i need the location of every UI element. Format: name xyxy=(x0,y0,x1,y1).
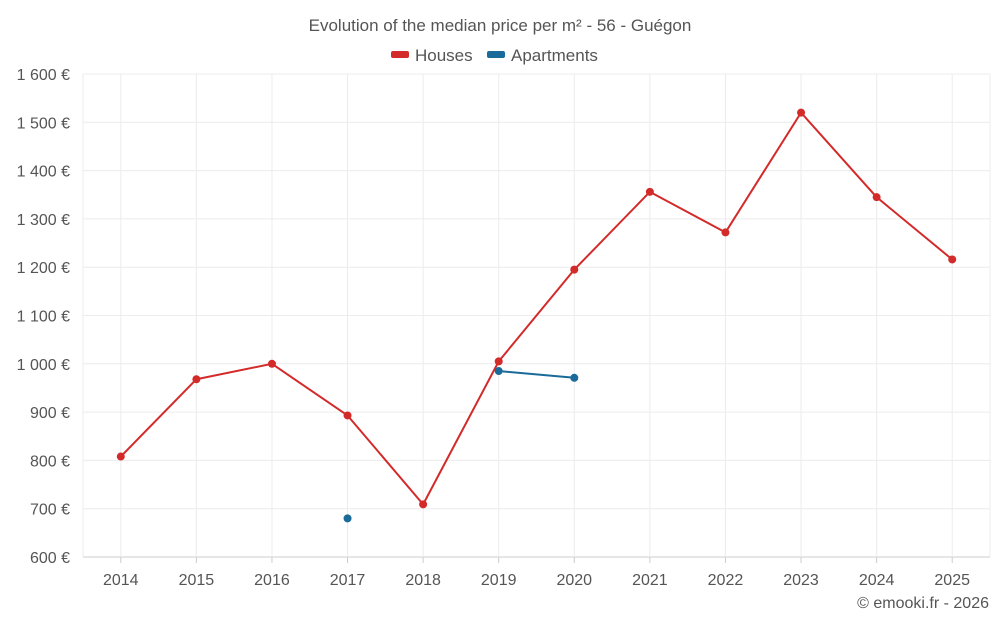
legend-label-apartments: Apartments xyxy=(511,46,598,65)
x-tick-label: 2023 xyxy=(783,572,819,589)
x-tick-label: 2019 xyxy=(481,572,517,589)
data-point-houses-2019[interactable] xyxy=(494,357,503,366)
legend-item-apartments[interactable]: Apartments xyxy=(487,46,598,65)
series-line-apartments xyxy=(498,370,575,379)
x-tick-label: 2021 xyxy=(632,572,668,589)
gridlines xyxy=(82,73,991,558)
data-point-houses-2021[interactable] xyxy=(645,187,654,196)
data-point-houses-2022[interactable] xyxy=(721,228,730,237)
y-tick-label: 1 500 € xyxy=(17,115,70,132)
data-point-houses-2025[interactable] xyxy=(948,255,957,264)
data-point-houses-2016[interactable] xyxy=(267,359,276,368)
data-point-houses-2024[interactable] xyxy=(872,193,881,202)
data-point-houses-2014[interactable] xyxy=(116,452,125,461)
y-tick-label: 1 300 € xyxy=(17,212,70,229)
y-tick-label: 700 € xyxy=(30,502,70,519)
legend-label-houses: Houses xyxy=(415,46,473,65)
data-point-houses-2023[interactable] xyxy=(797,108,806,117)
legend-swatch-houses xyxy=(391,51,409,58)
y-tick-label: 1 600 € xyxy=(17,67,70,84)
y-tick-label: 800 € xyxy=(30,453,70,470)
x-tick-label: 2016 xyxy=(254,572,290,589)
y-axis: 600 € 700 € 800 € 900 € 1 000 € 1 100 € 1 200 … xyxy=(17,67,70,567)
data-point-houses-2018[interactable] xyxy=(419,500,428,509)
data-point-apartments-2017[interactable] xyxy=(343,514,352,523)
x-tick-label: 2018 xyxy=(405,572,441,589)
x-tick-label: 2022 xyxy=(708,572,744,589)
credit-text: © emooki.fr - 2026 xyxy=(857,595,989,612)
x-axis: 2014 2015 2016 2017 2018 2019 2020 2021 2022 2023… xyxy=(103,557,970,589)
series-layer xyxy=(116,108,957,523)
x-tick-label: 2024 xyxy=(859,572,895,589)
data-point-houses-2015[interactable] xyxy=(192,375,201,384)
data-point-apartments-2019[interactable] xyxy=(494,367,503,376)
x-tick-label: 2015 xyxy=(179,572,215,589)
series-line-houses xyxy=(120,111,953,506)
y-tick-label: 600 € xyxy=(30,550,70,567)
data-point-houses-2020[interactable] xyxy=(570,265,579,274)
chart-title: Evolution of the median price per m² - 5… xyxy=(309,16,692,35)
data-point-apartments-2020[interactable] xyxy=(570,373,579,382)
y-tick-label: 1 100 € xyxy=(17,309,70,326)
y-tick-label: 1 000 € xyxy=(17,357,70,374)
y-tick-label: 1 200 € xyxy=(17,260,70,277)
legend-swatch-apartments xyxy=(487,51,505,58)
legend-item-houses[interactable]: Houses xyxy=(391,46,473,65)
x-tick-label: 2014 xyxy=(103,572,139,589)
data-point-houses-2017[interactable] xyxy=(343,411,352,420)
x-tick-label: 2025 xyxy=(934,572,970,589)
x-tick-label: 2017 xyxy=(330,572,366,589)
legend: Houses Apartments xyxy=(391,46,598,65)
y-tick-label: 1 400 € xyxy=(17,164,70,181)
x-tick-label: 2020 xyxy=(556,572,592,589)
y-tick-label: 900 € xyxy=(30,405,70,422)
